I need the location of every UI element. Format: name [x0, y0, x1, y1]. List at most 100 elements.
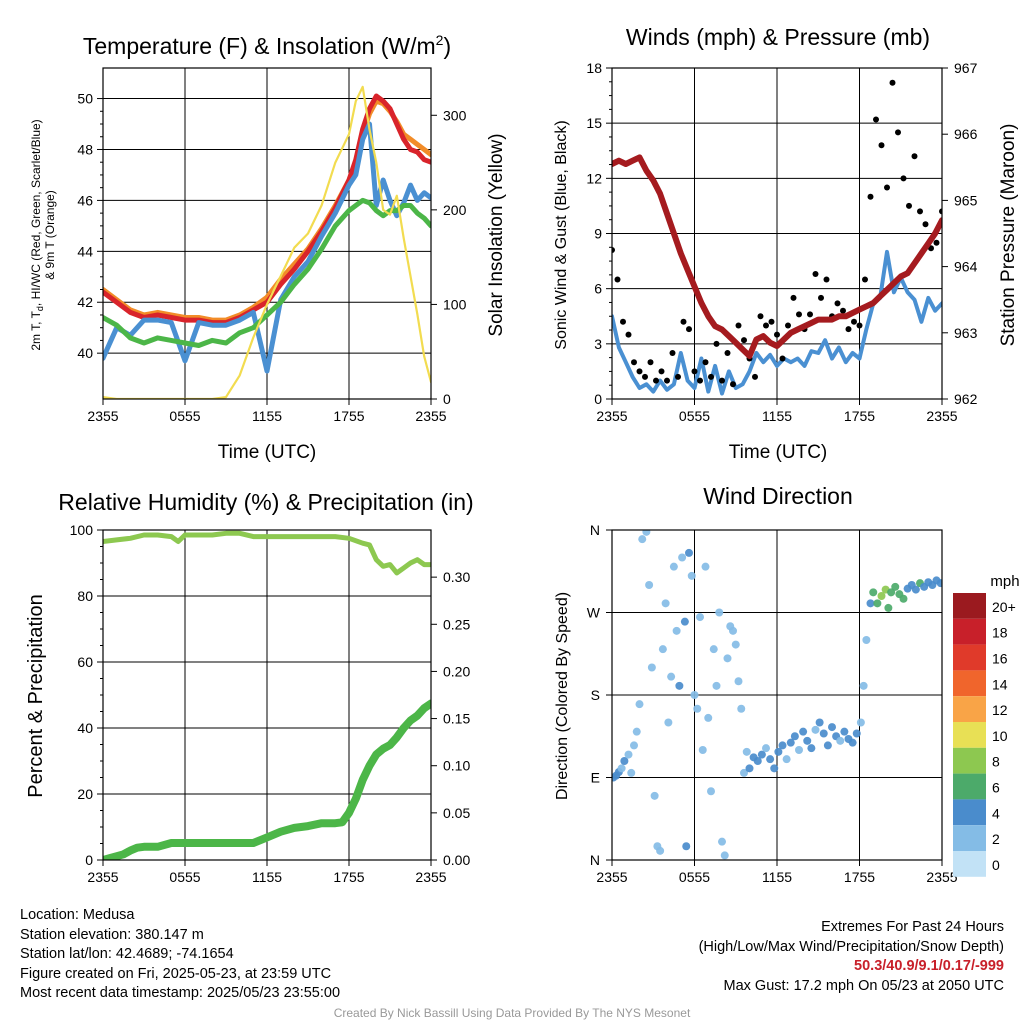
direction-point	[862, 636, 871, 644]
legend-label: 8	[992, 754, 1000, 770]
direction-point	[848, 738, 857, 747]
y2-tick-label: 0.15	[443, 711, 470, 727]
legend-swatch	[953, 825, 986, 851]
x-tick-label: 2355	[415, 869, 446, 885]
direction-point	[762, 744, 770, 753]
y2-tick-label: 0.00	[443, 852, 470, 868]
legend-label: 10	[992, 728, 1008, 744]
temperature-title: Temperature (F) & Insolation (W/m2)	[83, 32, 451, 59]
legend-swatch	[953, 618, 986, 645]
gust-point	[741, 337, 747, 344]
y-tick-label: 0	[85, 852, 93, 868]
direction-point	[742, 747, 751, 756]
direction-point	[664, 718, 673, 727]
y2-tick-label: 300	[443, 107, 467, 123]
x-tick-label: 2355	[926, 869, 957, 885]
gust-point	[680, 318, 687, 325]
gust-point	[708, 373, 714, 380]
gust-point	[873, 116, 879, 123]
direction-point	[680, 617, 689, 626]
series-solar-insolation	[103, 85, 431, 399]
winds-ylabel-left: Sonic Wind & Gust (Blue, Black)	[553, 120, 570, 349]
y-tick-label: 42	[77, 294, 93, 310]
y2-tick-label: 0.25	[443, 616, 470, 632]
gust-point	[823, 276, 830, 283]
y-tick-label: 18	[586, 60, 602, 76]
station-elevation: Station elevation: 380.147 m	[20, 926, 204, 943]
x-tick-label: 1155	[762, 408, 792, 424]
gust-point	[664, 377, 670, 384]
y-tick-label: 46	[77, 192, 93, 208]
temperature-panel: Temperature (F) & Insolation (W/m2) 2m T…	[29, 32, 507, 463]
y2-tick-label: 967	[954, 60, 978, 76]
y-tick-label: 12	[586, 170, 602, 186]
direction-point	[627, 768, 636, 777]
direction-point	[658, 645, 667, 654]
x-tick-label: 2355	[596, 408, 627, 424]
direction-points	[612, 530, 942, 860]
direction-point	[877, 592, 886, 600]
direction-point	[669, 562, 678, 571]
gust-point	[614, 276, 621, 283]
x-tick-label: 1155	[762, 869, 792, 885]
gust-point	[895, 129, 901, 136]
direction-point	[729, 626, 737, 635]
gust-point	[642, 373, 648, 380]
gust-point	[889, 79, 896, 86]
y2-tick-label: 0.30	[443, 569, 470, 585]
y-tick-label: 50	[77, 91, 93, 107]
legend-label: 14	[992, 676, 1008, 692]
winds-panel: Winds (mph) & Pressure (mb) Sonic Wind &…	[553, 24, 1019, 463]
gust-point	[851, 318, 857, 325]
y-tick-label: 6	[594, 281, 602, 297]
wind-direction-ylabel: Direction (Colored By Speed)	[554, 592, 571, 800]
gust-point	[768, 318, 775, 325]
direction-point	[709, 645, 718, 654]
y2-tick-label: 964	[954, 259, 978, 275]
direction-point	[873, 599, 882, 608]
plot-border	[102, 67, 432, 400]
gust-point	[807, 311, 813, 318]
gust-point	[730, 381, 736, 388]
y2-tick-label: 0.20	[443, 663, 470, 679]
series-2m-td	[103, 197, 431, 348]
legend-label: 16	[992, 651, 1008, 667]
y-tick-label: 40	[77, 720, 93, 736]
x-tick-label: 1755	[844, 869, 875, 885]
direction-point	[795, 746, 803, 754]
plot-border	[102, 529, 432, 861]
direction-point	[778, 741, 787, 750]
legend-swatch	[953, 773, 986, 800]
direction-point	[720, 851, 729, 860]
direction-point	[823, 741, 832, 750]
station-latlon: Station lat/lon: 42.4689; -74.1654	[20, 946, 234, 962]
direction-point	[815, 718, 824, 727]
humidity-title: Relative Humidity (%) & Precipitation (i…	[58, 489, 473, 515]
temperature-ylabel-right: Solar Insolation (Yellow)	[486, 133, 507, 336]
legend-label: 18	[992, 625, 1008, 641]
series-sonic-wind	[612, 249, 942, 396]
gust-point	[790, 294, 797, 301]
x-tick-label: 2355	[87, 408, 118, 424]
gust-point	[911, 153, 918, 160]
gust-point	[719, 377, 725, 384]
gust-point	[785, 322, 791, 329]
direction-point	[638, 535, 647, 544]
direction-point	[869, 588, 878, 597]
humidity-panel: Relative Humidity (%) & Precipitation (i…	[25, 489, 474, 885]
y2-tick-label: 965	[954, 192, 978, 208]
gust-point	[774, 331, 780, 338]
gust-point	[845, 326, 852, 333]
direction-point	[723, 654, 732, 663]
gust-point	[796, 311, 802, 318]
direction-point	[687, 571, 696, 580]
x-tick-label: 2355	[87, 869, 118, 885]
gust-point	[933, 239, 940, 246]
gust-point	[691, 368, 698, 375]
temperature-series	[103, 85, 431, 399]
legend-swatch	[953, 799, 986, 826]
direction-point	[675, 681, 684, 690]
direction-point	[899, 594, 908, 603]
y-tick-label: N	[590, 852, 600, 868]
y-tick-label: 80	[77, 588, 93, 604]
